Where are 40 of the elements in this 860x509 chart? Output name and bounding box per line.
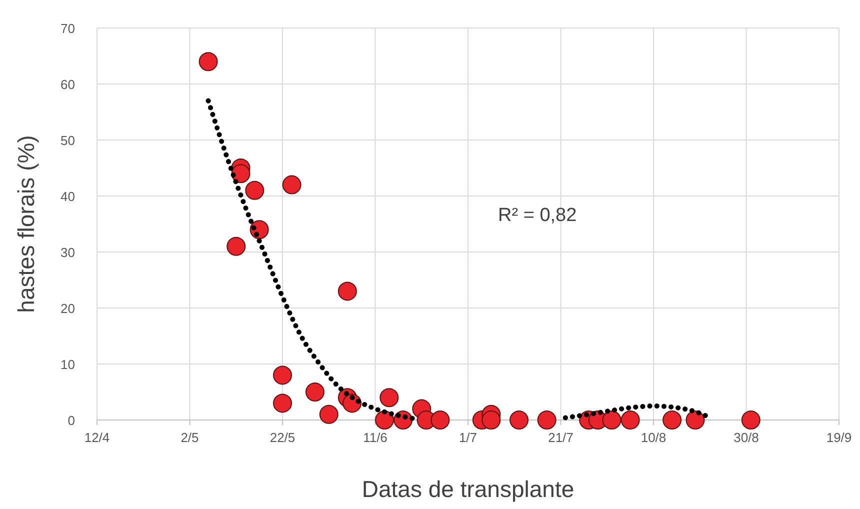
- point: [537, 410, 556, 430]
- point: [282, 175, 302, 194]
- x-tick-label: 2/5: [180, 430, 199, 445]
- x-tick-label: 22/5: [270, 430, 296, 445]
- point: [273, 366, 292, 385]
- y-tick-label: 40: [60, 189, 75, 204]
- point: [305, 382, 324, 402]
- annotation: R² = 0,82: [498, 205, 577, 226]
- point: [482, 410, 501, 430]
- point: [319, 404, 338, 424]
- point: [741, 410, 760, 430]
- x-tick-label: 12/4: [84, 430, 110, 445]
- point: [198, 52, 218, 72]
- y-axis-title: hastes florais (%): [13, 135, 39, 313]
- x-tick-label: 11/6: [363, 430, 388, 445]
- point: [226, 236, 246, 256]
- x-tick-label: 19/9: [826, 430, 852, 445]
- point: [430, 410, 450, 430]
- point: [380, 388, 399, 408]
- x-tick-label: 30/8: [734, 430, 759, 445]
- point: [510, 410, 529, 430]
- x-tick-label: 10/8: [640, 430, 666, 445]
- point: [375, 410, 394, 430]
- y-tick-label: 70: [60, 21, 75, 36]
- point: [602, 410, 622, 430]
- x-axis-title: Datas de transplante: [362, 476, 574, 502]
- y-tick-label: 50: [60, 133, 75, 148]
- y-tick-label: 20: [60, 301, 75, 316]
- point: [338, 282, 357, 301]
- point: [662, 410, 682, 430]
- x-tick-label: 1/7: [458, 430, 478, 445]
- point: [273, 394, 292, 413]
- y-tick-label: 60: [60, 77, 75, 92]
- y-tick-label: 0: [68, 413, 75, 428]
- x-tick-label: 21/7: [548, 430, 574, 445]
- y-tick-label: 10: [60, 357, 75, 372]
- point: [686, 410, 705, 430]
- y-tick-label: 30: [60, 245, 75, 260]
- point: [245, 180, 264, 200]
- point: [620, 410, 640, 430]
